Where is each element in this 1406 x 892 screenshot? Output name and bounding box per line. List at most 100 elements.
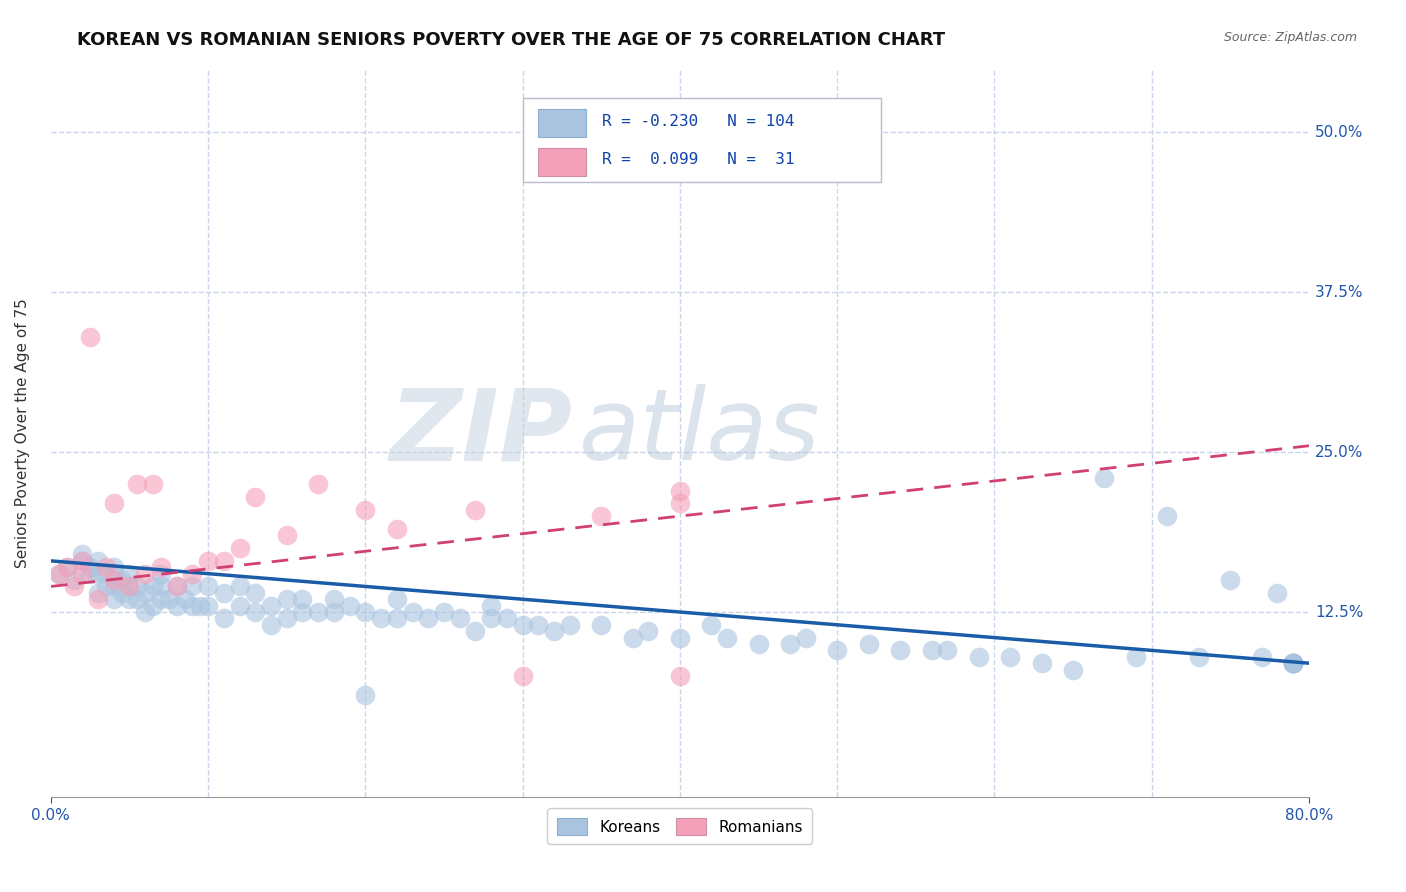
Point — [197, 579, 219, 593]
Point — [63, 573, 86, 587]
Point — [72, 554, 94, 568]
Text: R = -0.230   N = 104: R = -0.230 N = 104 — [602, 113, 794, 128]
Point — [276, 592, 298, 607]
Point — [479, 611, 502, 625]
Point — [543, 624, 565, 639]
Point — [464, 624, 486, 639]
Point — [228, 579, 250, 593]
Point — [1282, 656, 1305, 670]
Point — [479, 599, 502, 613]
Point — [127, 579, 149, 593]
Point — [1156, 509, 1178, 524]
Point — [921, 643, 943, 657]
Point — [142, 599, 165, 613]
Text: ZIP: ZIP — [389, 384, 572, 482]
Point — [747, 637, 769, 651]
Point — [87, 586, 110, 600]
Point — [1219, 573, 1241, 587]
Text: Source: ZipAtlas.com: Source: ZipAtlas.com — [1223, 31, 1357, 45]
Point — [936, 643, 959, 657]
Point — [322, 605, 344, 619]
Point — [825, 643, 848, 657]
Text: atlas: atlas — [579, 384, 821, 482]
Point — [276, 611, 298, 625]
Legend: Koreans, Romanians: Koreans, Romanians — [547, 808, 813, 845]
Point — [134, 586, 156, 600]
Point — [591, 617, 613, 632]
Point — [669, 483, 692, 498]
Text: 12.5%: 12.5% — [1315, 605, 1364, 620]
Point — [1062, 663, 1084, 677]
Point — [354, 502, 377, 516]
Point — [72, 554, 94, 568]
Point — [1267, 586, 1289, 600]
Point — [181, 599, 204, 613]
Point — [79, 560, 101, 574]
Point — [103, 496, 125, 510]
Point — [449, 611, 471, 625]
Point — [55, 560, 77, 574]
Text: R =  0.099   N =  31: R = 0.099 N = 31 — [602, 153, 794, 167]
Point — [142, 579, 165, 593]
Point — [558, 617, 581, 632]
Point — [228, 599, 250, 613]
Point — [166, 599, 188, 613]
Point — [889, 643, 911, 657]
Point — [94, 560, 117, 574]
Point — [188, 599, 211, 613]
Point — [103, 579, 125, 593]
Point — [212, 611, 235, 625]
Point — [370, 611, 392, 625]
Point — [87, 554, 110, 568]
Point — [87, 592, 110, 607]
Point — [149, 566, 172, 581]
Point — [464, 502, 486, 516]
Point — [94, 579, 117, 593]
Point — [245, 605, 267, 619]
Point — [512, 617, 534, 632]
Point — [79, 330, 101, 344]
Point — [401, 605, 423, 619]
Point — [1282, 656, 1305, 670]
Point — [354, 605, 377, 619]
Point — [1250, 649, 1272, 664]
Point — [385, 522, 408, 536]
Point — [527, 617, 550, 632]
Point — [322, 592, 344, 607]
Point — [700, 617, 723, 632]
Point — [166, 579, 188, 593]
Bar — [537, 148, 585, 176]
Y-axis label: Seniors Poverty Over the Age of 75: Seniors Poverty Over the Age of 75 — [15, 298, 30, 568]
Point — [245, 490, 267, 504]
Point — [998, 649, 1021, 664]
Point — [354, 688, 377, 702]
Point — [291, 592, 314, 607]
Point — [118, 566, 141, 581]
Point — [72, 548, 94, 562]
Bar — [537, 110, 585, 137]
Point — [1282, 656, 1305, 670]
Point — [110, 573, 132, 587]
Point — [307, 605, 329, 619]
Point — [1282, 656, 1305, 670]
Text: 37.5%: 37.5% — [1315, 285, 1364, 300]
Point — [418, 611, 440, 625]
Point — [260, 617, 283, 632]
Point — [149, 560, 172, 574]
Point — [212, 586, 235, 600]
Point — [260, 599, 283, 613]
Point — [103, 592, 125, 607]
Point — [339, 599, 361, 613]
Point — [967, 649, 990, 664]
Point — [385, 611, 408, 625]
Text: 50.0%: 50.0% — [1315, 125, 1364, 140]
Point — [48, 566, 70, 581]
Text: 25.0%: 25.0% — [1315, 445, 1364, 459]
Point — [858, 637, 880, 651]
Point — [1031, 656, 1053, 670]
Point — [166, 579, 188, 593]
Point — [197, 599, 219, 613]
Point — [127, 477, 149, 491]
Point — [669, 496, 692, 510]
Point — [228, 541, 250, 555]
